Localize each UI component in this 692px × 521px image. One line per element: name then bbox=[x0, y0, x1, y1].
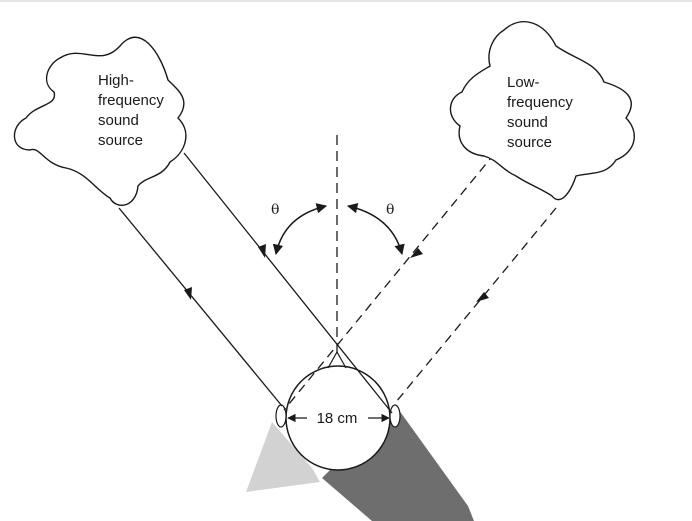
low-ray-right-arrow bbox=[476, 292, 489, 302]
right-ear bbox=[389, 404, 401, 428]
acoustic-shadow-dark bbox=[322, 406, 474, 521]
low-ray-left-arrow bbox=[410, 248, 423, 258]
high-source-ray-to-left-ear bbox=[118, 207, 283, 407]
high-source-label-line4: source bbox=[98, 132, 143, 149]
high-ray-right-arrow bbox=[258, 244, 266, 258]
low-frequency-source-cloud bbox=[449, 21, 635, 201]
high-source-label-line3: sound bbox=[98, 112, 139, 129]
low-source-label-line3: sound bbox=[507, 114, 548, 131]
acoustic-shadow-light bbox=[246, 422, 320, 492]
high-ray-left-arrow bbox=[184, 287, 192, 300]
low-source-label-line1: Low- bbox=[507, 74, 540, 91]
low-source-ray-to-right-ear bbox=[395, 207, 557, 403]
left-ear bbox=[275, 404, 287, 428]
low-source-label-line2: frequency bbox=[507, 94, 573, 111]
theta-label-right: θ bbox=[386, 202, 394, 218]
high-source-ray-to-right-ear bbox=[183, 152, 393, 414]
high-frequency-source-cloud bbox=[13, 36, 187, 206]
high-source-label-line2: frequency bbox=[98, 92, 164, 109]
high-source-label-line1: High- bbox=[98, 72, 134, 89]
theta-arc-left bbox=[272, 203, 328, 256]
low-source-label-line4: source bbox=[507, 134, 552, 151]
theta-label-left: θ bbox=[271, 202, 279, 218]
low-source-ray-to-left-ear bbox=[283, 152, 496, 411]
head-width-label: 18 cm bbox=[317, 410, 358, 427]
theta-arc-right bbox=[346, 202, 405, 256]
